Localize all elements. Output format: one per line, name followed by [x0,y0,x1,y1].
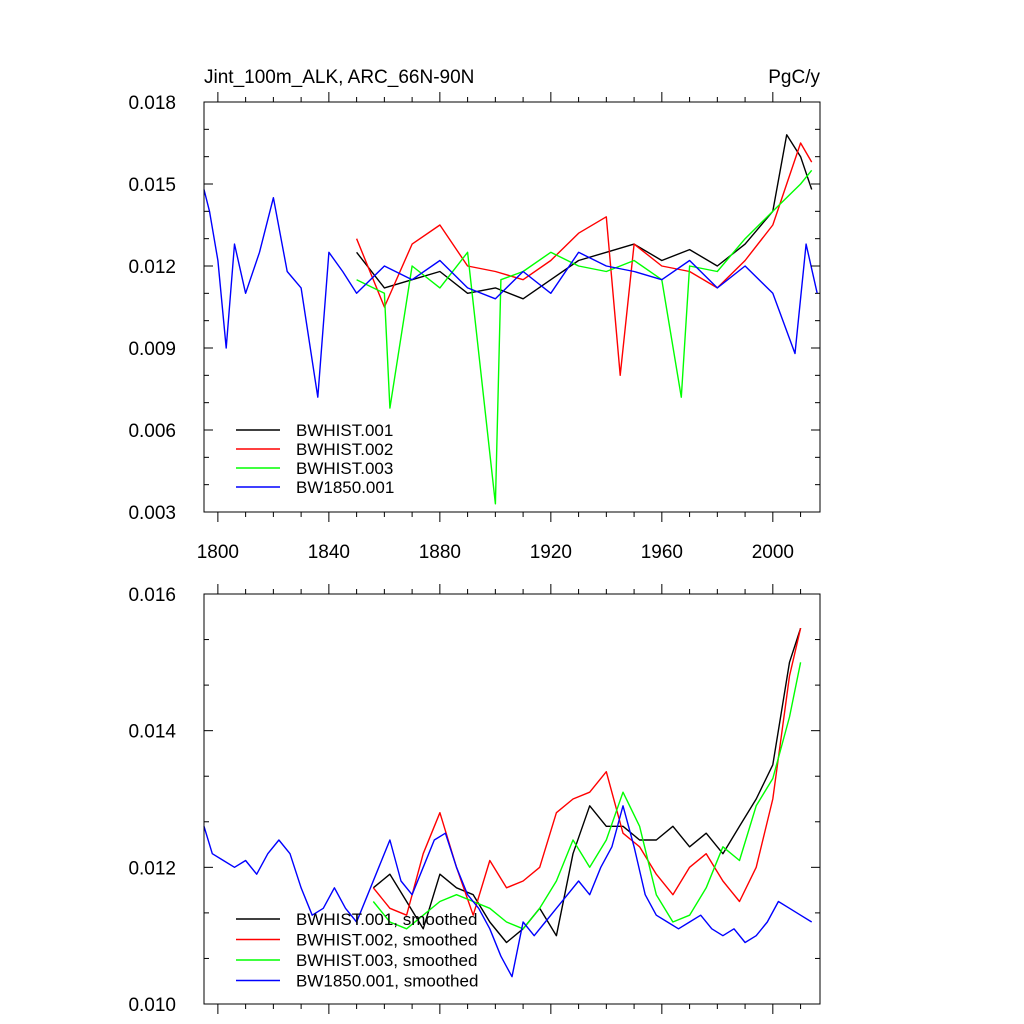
bottom-legend: BWHIST.001, smoothed BWHIST.002, smoothed… [236,910,478,991]
chart-units: PgC/y [768,67,820,88]
legend-label-1: BWHIST.001, smoothed [296,910,477,929]
legend-label-2: BWHIST.002 [296,440,393,459]
y-tick-label: 0.016 [128,585,176,606]
series-line-2 [355,142,813,376]
x-tick-label: 1800 [197,542,239,563]
series-line-1 [356,134,813,300]
y-tick-label: 0.012 [128,858,176,879]
series-line-4 [203,805,813,978]
top-axes-ticks: 0.003 0.006 0.009 0.012 0.015 0.018 1800 1840 18… [128,92,820,563]
y-tick-label: 0.003 [128,503,176,524]
series-line-3 [372,662,802,930]
legend-label-2: BWHIST.002, smoothed [296,931,477,950]
x-tick-label: 1960 [641,542,683,563]
y-tick-label: 0.006 [128,421,176,442]
x-tick-label: 1840 [308,542,350,563]
chart-title: Jint_100m_ALK, ARC_66N-90N [204,67,474,88]
y-tick-label: 0.012 [128,257,176,278]
legend-label-1: BWHIST.001 [296,421,393,440]
top-plot-frame [203,101,821,513]
legend-label-4: BW1850.001 [296,478,394,497]
y-tick-label: 0.014 [128,722,176,743]
x-tick-label: 1880 [419,542,461,563]
legend-label-4: BW1850.001, smoothed [296,972,478,991]
series-line-2 [372,628,802,916]
legend-label-3: BWHIST.003, smoothed [296,951,477,970]
series-line-3 [356,169,813,505]
y-tick-label: 0.015 [128,175,176,196]
top-panel: Jint_100m_ALK, ARC_66N-90N PgC/y 0.0030.… [128,67,821,563]
x-tick-label: 1920 [530,542,572,563]
bottom-panel: 0.010 0.012 0.014 0.016 BWHIST.001, smoothe… [128,584,821,1016]
legend-label-3: BWHIST.003 [296,459,393,478]
y-tick-label: 0.009 [128,339,176,360]
bottom-series-group [203,627,813,978]
y-tick-label: 0.018 [128,93,176,114]
top-series-group [203,134,818,505]
series-line-4 [203,189,818,398]
bottom-axes-ticks: 0.010 0.012 0.014 0.016 [128,584,820,1016]
bottom-plot-frame [203,593,821,1005]
series-line-1 [372,627,802,944]
y-tick-label: 0.010 [128,995,176,1016]
x-tick-label: 2000 [752,542,794,563]
